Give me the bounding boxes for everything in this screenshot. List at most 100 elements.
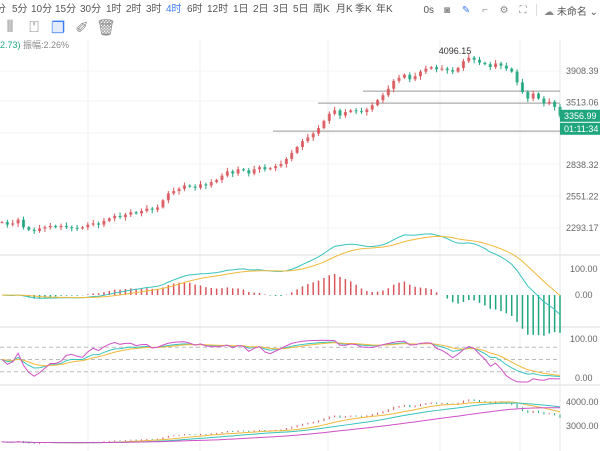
candle-body <box>300 141 304 147</box>
candle-body <box>70 227 74 229</box>
candle-body <box>86 224 90 228</box>
candle-body <box>5 222 9 225</box>
workspace-name: 未命名 <box>556 6 587 18</box>
candle-body <box>215 179 219 183</box>
countdown-badge <box>560 122 600 135</box>
timeframe-9[interactable]: 6时 <box>187 4 203 15</box>
candle-body <box>38 228 42 232</box>
trash-icon[interactable]: 🗑 <box>95 20 117 37</box>
countdown: 01:11:34 <box>564 124 598 134</box>
columns-icon[interactable]: ⦀ <box>6 19 14 36</box>
workspace-selector[interactable]: ☁ 未命名 ⌄ <box>544 3 598 18</box>
timeframe-8[interactable]: 4时 <box>166 4 182 15</box>
candle-body <box>376 100 380 106</box>
candle-body <box>268 168 272 170</box>
settings-icon[interactable]: ⚙ <box>499 4 509 16</box>
timeframe-16[interactable]: 月K <box>336 4 353 15</box>
candle-body <box>102 220 106 225</box>
candle-body <box>150 208 154 210</box>
candle-body <box>504 65 508 69</box>
macd-tick: 0.00 <box>575 290 593 300</box>
candle-body <box>397 77 401 81</box>
candle-body <box>11 223 15 225</box>
candle-body <box>553 101 557 107</box>
candle-body <box>392 80 396 89</box>
candle-body <box>515 71 519 83</box>
candle-body <box>494 63 498 68</box>
change-value: 2.73) <box>0 40 21 50</box>
cloud-icon: ☁ <box>544 6 555 18</box>
candle-body <box>386 88 390 96</box>
candle-body <box>188 185 192 187</box>
candle-body <box>145 208 149 212</box>
candle-body <box>429 67 433 69</box>
camera-icon[interactable]: ◙ <box>444 4 451 16</box>
timeframe-0[interactable]: 分 <box>0 4 6 15</box>
candle-body <box>537 93 541 99</box>
candle-body <box>241 169 245 171</box>
candle-body <box>461 61 465 68</box>
timeframe-17[interactable]: 季K <box>355 4 372 15</box>
candle-body <box>27 227 31 230</box>
candle-body <box>359 111 363 113</box>
timeframe-3[interactable]: 15分 <box>55 4 77 15</box>
candle-body <box>123 214 127 218</box>
timeframe-7[interactable]: 3时 <box>146 4 162 15</box>
candle-body <box>526 91 530 99</box>
candle-body <box>204 184 208 186</box>
amplitude: 振幅:2.26% <box>23 40 70 50</box>
candle-body <box>413 76 417 80</box>
candle-body <box>354 110 358 112</box>
candle-body <box>419 71 422 77</box>
timer-label: 0s <box>423 4 435 16</box>
candle-body <box>209 182 213 186</box>
candle-body <box>510 68 514 72</box>
timeframe-5[interactable]: 1时 <box>106 4 122 15</box>
timeframe-4[interactable]: 30分 <box>80 4 102 15</box>
ma-tick: 4000.00 <box>566 397 599 407</box>
divider <box>536 4 538 16</box>
candle-body <box>349 110 353 113</box>
timeframe-14[interactable]: 5日 <box>293 4 309 15</box>
candle-body <box>166 193 170 201</box>
candle-body <box>193 186 197 188</box>
candle-body <box>0 222 4 224</box>
candle-body <box>54 225 58 228</box>
timeframe-11[interactable]: 1日 <box>233 4 249 15</box>
timeframe-12[interactable]: 2日 <box>253 4 269 15</box>
candle-body <box>279 164 283 167</box>
edit-icon[interactable]: ✐ <box>75 20 89 37</box>
candle-body <box>488 64 492 68</box>
last-price: 3356.99 <box>564 111 597 121</box>
candle-body <box>365 109 369 113</box>
timeframe-2[interactable]: 10分 <box>31 4 53 15</box>
candle-body <box>32 229 36 232</box>
ohlc-header: 2.73) 振幅:2.26% <box>0 38 69 51</box>
pencil-icon[interactable]: ✎ <box>461 4 471 16</box>
candle-body <box>547 101 551 104</box>
candle-body <box>531 93 535 99</box>
timeframe-10[interactable]: 12时 <box>207 4 229 15</box>
lock-icon[interactable]: ⍞ <box>29 19 39 36</box>
candle-body <box>75 227 79 229</box>
candle-body <box>499 63 503 66</box>
crop-icon[interactable]: ⌐ <box>482 4 488 16</box>
chevron-down-icon: ⌄ <box>589 6 598 18</box>
candle-body <box>64 225 68 228</box>
candle-body <box>333 110 337 114</box>
candle-body <box>140 211 143 214</box>
timeframe-6[interactable]: 2时 <box>126 4 142 15</box>
candle-body <box>456 67 460 72</box>
fullscreen-icon[interactable]: ⛶ <box>519 4 527 16</box>
macd-dif-line <box>1 233 561 315</box>
timeframe-18[interactable]: 年K <box>376 4 393 15</box>
timeframe-13[interactable]: 3日 <box>273 4 289 15</box>
timeframe-1[interactable]: 5分 <box>12 4 28 15</box>
candle-body <box>408 74 412 80</box>
copy-icon[interactable]: ❐ <box>50 20 66 37</box>
candle-body <box>263 167 267 170</box>
timeframe-15[interactable]: 周K <box>313 4 330 15</box>
candle-body <box>172 191 176 194</box>
timeframe-toolbar: 分 5分 10分 15分 30分 1时 2时 3时 4时 6时 12时 1日 2日 3日 5日 周K 月K 季K 年… <box>0 0 400 20</box>
